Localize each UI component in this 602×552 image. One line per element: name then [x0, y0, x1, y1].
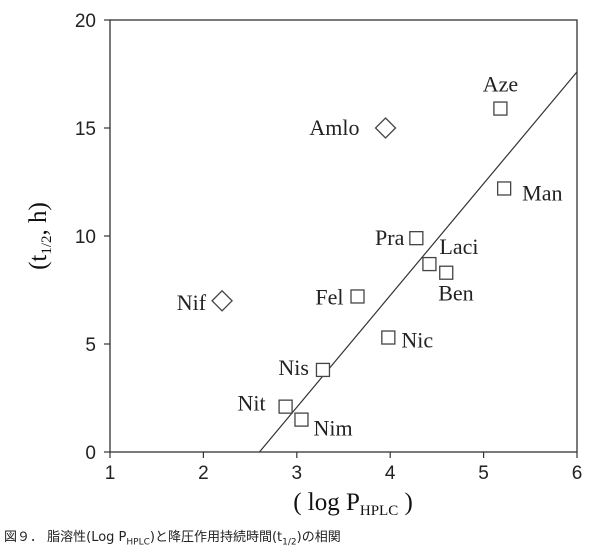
point-marker-diamond	[374, 117, 397, 139]
point-marker-square	[493, 101, 508, 116]
point-label: Nif	[177, 290, 207, 315]
y-axis-title: (t1/2, h)	[25, 202, 55, 270]
point-marker-square	[294, 412, 309, 427]
x-tick-label: 5	[478, 463, 489, 484]
point-label: Ben	[438, 281, 473, 306]
x-tick-label: 4	[385, 463, 396, 484]
trend-line	[258, 71, 578, 453]
point-marker-square	[496, 181, 512, 196]
x-tick-label: 3	[292, 463, 303, 484]
point-marker-square	[422, 256, 437, 272]
point-label: Nim	[313, 416, 352, 441]
figure-caption: 図９． 脂溶性(Log PHPLC)と降圧作用持続時間(t1/2)の相関	[4, 530, 341, 548]
x-tick-label: 1	[105, 463, 116, 484]
y-tick-label: 15	[75, 119, 96, 140]
point-marker-square	[439, 265, 454, 280]
point-label: Aze	[483, 72, 518, 97]
point-label: Man	[522, 180, 562, 205]
y-tick-label: 0	[85, 443, 96, 464]
point-marker-diamond	[211, 289, 233, 312]
point-marker-square	[409, 231, 424, 246]
point-label: Nic	[401, 328, 433, 353]
point-marker-square	[278, 399, 293, 414]
data-points: Aze Amlo Man Pra Laci Ben Fel Nif Nic Nis Nit Nim	[177, 72, 563, 441]
y-tick-label: 20	[75, 11, 96, 32]
point-marker-square	[381, 330, 396, 345]
point-label: Laci	[439, 234, 478, 259]
point-label: Pra	[375, 225, 405, 250]
point-label: Amlo	[309, 115, 359, 140]
y-axis: 0 5 10 15 20	[75, 11, 110, 464]
point-label: Nit	[237, 391, 265, 416]
x-tick-label: 6	[572, 463, 583, 484]
point-marker-square	[350, 289, 365, 304]
x-axis-title: ( log PHPLC )	[293, 489, 413, 519]
point-label: Fel	[315, 284, 343, 309]
point-label: Nis	[278, 355, 309, 380]
point-marker-square	[315, 362, 331, 378]
x-axis: 1 2 3 4 5 6	[105, 452, 583, 484]
y-tick-label: 5	[85, 335, 96, 356]
x-tick-label: 2	[198, 463, 209, 484]
y-tick-label: 10	[75, 227, 96, 248]
